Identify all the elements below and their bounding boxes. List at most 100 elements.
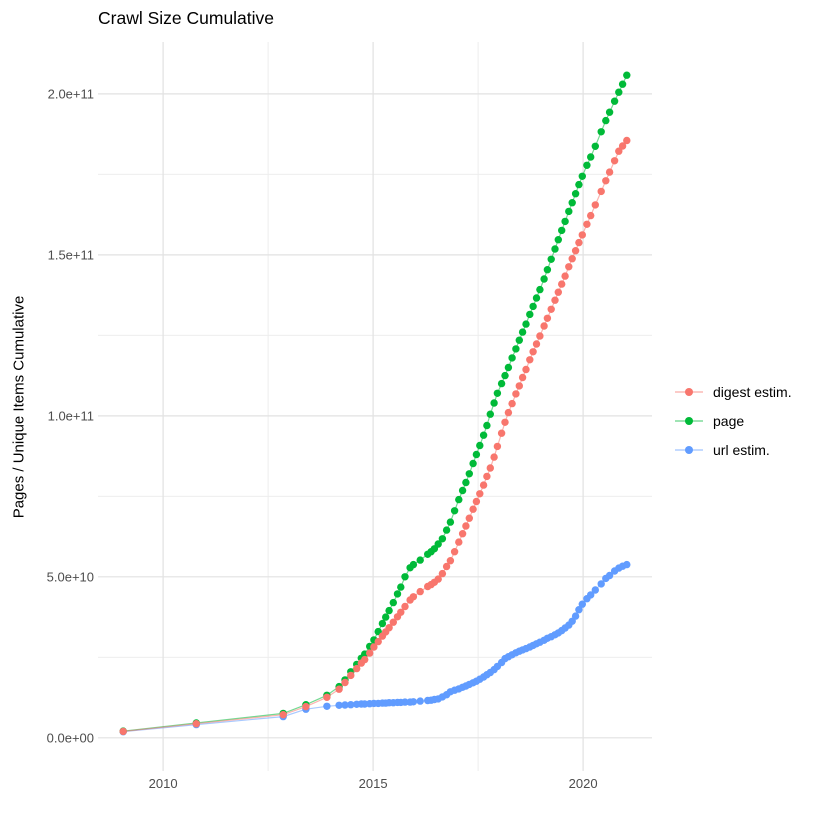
data-point: [561, 217, 569, 226]
data-point: [455, 538, 463, 546]
data-point: [591, 586, 599, 594]
data-point: [515, 382, 523, 390]
data-point: [323, 693, 331, 701]
data-point: [465, 470, 473, 478]
data-point: [382, 613, 390, 621]
data-point: [458, 486, 467, 495]
x-tick-label: 2020: [569, 776, 598, 791]
data-point: [462, 478, 470, 487]
data-point: [518, 373, 527, 382]
data-point: [551, 245, 559, 253]
data-point: [515, 336, 523, 344]
data-point: [323, 702, 331, 710]
data-point: [554, 236, 562, 244]
data-point: [335, 701, 343, 709]
data-point: [605, 571, 614, 580]
legend: digest estim. page url estim.: [674, 377, 792, 464]
data-point: [547, 305, 555, 313]
y-tick-label: 5.0e+10: [47, 569, 94, 584]
data-point: [335, 685, 343, 693]
data-point: [385, 624, 393, 632]
data-point: [561, 272, 569, 280]
data-point: [397, 608, 405, 616]
data-point: [508, 399, 516, 408]
data-point: [571, 247, 580, 255]
data-point: [465, 514, 473, 522]
data-point: [476, 490, 484, 498]
data-point: [409, 593, 418, 601]
legend-key-dot: [685, 416, 693, 425]
data-point: [119, 727, 127, 736]
data-point: [479, 431, 488, 439]
data-point: [543, 314, 552, 322]
data-point: [543, 266, 552, 274]
y-tick-label: 1.0e+11: [48, 408, 94, 423]
legend-label: page: [713, 412, 745, 429]
data-point: [583, 161, 591, 169]
data-point: [610, 157, 619, 165]
data-point: [602, 116, 610, 125]
data-point: [446, 518, 455, 526]
data-point: [490, 453, 498, 461]
data-point: [508, 354, 516, 362]
data-point: [591, 142, 599, 150]
data-point: [409, 560, 418, 569]
data-point: [578, 600, 586, 608]
data-point: [479, 481, 488, 489]
y-tick-label: 0.0e+00: [47, 730, 94, 745]
data-point: [532, 294, 541, 302]
legend-key-digest-icon: [675, 387, 703, 396]
x-tick-label: 2010: [149, 776, 178, 791]
data-point: [605, 108, 614, 116]
data-point: [347, 671, 355, 680]
y-tick-label: 2.0e+11: [48, 86, 94, 101]
data-point: [529, 302, 537, 311]
legend-key-url-icon: [675, 445, 703, 454]
data-point: [393, 590, 402, 598]
data-point: [571, 612, 580, 620]
data-point: [455, 495, 463, 504]
data-point: [558, 226, 566, 235]
data-point: [618, 142, 627, 150]
data-point: [472, 450, 481, 459]
data-point: [591, 201, 599, 209]
y-tick-label: 1.5e+11: [48, 247, 94, 262]
data-point: [536, 285, 544, 294]
data-point: [341, 701, 349, 709]
data-point: [434, 575, 442, 583]
data-point: [529, 348, 537, 356]
data-point: [472, 497, 481, 506]
data-point: [575, 606, 583, 614]
data-point: [540, 322, 548, 330]
data-point: [501, 418, 509, 426]
data-point: [476, 441, 484, 450]
data-point: [192, 720, 200, 728]
data-point: [605, 168, 614, 176]
data-point: [438, 535, 447, 543]
data-point: [401, 573, 409, 581]
data-point: [438, 569, 447, 578]
data-point: [578, 231, 586, 239]
legend-item-url-estim: url estim.: [674, 435, 792, 464]
data-point: [554, 288, 562, 296]
data-point: [565, 207, 573, 216]
data-point: [547, 255, 555, 263]
data-point: [522, 365, 530, 374]
data-point: [450, 507, 459, 515]
data-point: [341, 678, 349, 687]
data-point: [504, 408, 513, 417]
data-point: [493, 389, 502, 397]
data-point: [587, 211, 595, 220]
data-point: [623, 71, 631, 79]
data-point: [385, 606, 393, 615]
data-point: [551, 296, 559, 304]
data-point: [615, 147, 623, 155]
data-point: [602, 177, 610, 185]
data-point: [571, 190, 580, 198]
data-point: [361, 655, 369, 664]
data-point: [493, 442, 502, 451]
data-point: [483, 472, 491, 481]
data-point: [575, 180, 583, 189]
data-point: [623, 560, 631, 569]
